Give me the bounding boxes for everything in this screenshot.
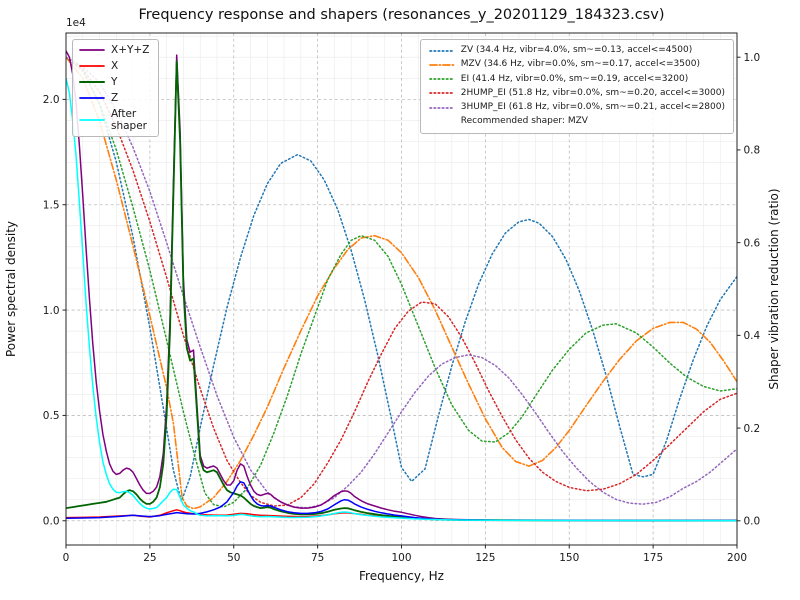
legend-entry-ei: EI (41.4 Hz, vibr=0.0%, sm~=0.19, accel<… bbox=[428, 73, 725, 85]
legend-line-sample-icon bbox=[428, 63, 455, 66]
y-axis-offset-text: 1e4 bbox=[66, 17, 86, 29]
legend-entry-2hump_ei: 2HUMP_EI (51.8 Hz, vibr=0.0%, sm~=0.20, … bbox=[428, 87, 725, 99]
x-tick-label: 175 bbox=[643, 552, 663, 564]
recommended-shaper-note: Recommended shaper: MZV bbox=[460, 116, 588, 127]
series-ei bbox=[66, 56, 737, 508]
x-tick-label: 50 bbox=[227, 552, 240, 564]
legend-psd: X+Y+Z X Y Z After shaper bbox=[72, 39, 160, 138]
x-tick-label: 25 bbox=[143, 552, 156, 564]
x-axis-label: Frequency, Hz bbox=[359, 569, 444, 583]
y-right-tick-label: 0.2 bbox=[744, 423, 761, 435]
series-group bbox=[66, 50, 737, 522]
legend-label: MZV (34.6 Hz, vibr=0.0%, sm~=0.17, accel… bbox=[460, 59, 700, 70]
legend-line-sample-icon bbox=[428, 49, 455, 52]
y-left-tick-label: 0.5 bbox=[43, 410, 60, 422]
legend-label: X bbox=[111, 60, 119, 73]
legend-shapers: ZV (34.4 Hz, vibr=4.0%, sm~=0.13, accel<… bbox=[419, 39, 734, 134]
legend-entry-xyz: X+Y+Z bbox=[79, 44, 149, 56]
x-tick-label: 125 bbox=[475, 552, 495, 564]
y-left-tick-label: 1.0 bbox=[43, 305, 60, 317]
legend-entry-3hump_ei: 3HUMP_EI (61.8 Hz, vibr=0.0%, sm~=0.21, … bbox=[428, 102, 725, 113]
legend-entry-zv: ZV (34.4 Hz, vibr=4.0%, sm~=0.13, accel<… bbox=[428, 45, 725, 56]
y-right-tick-label: 0.0 bbox=[744, 516, 761, 528]
x-tick-label: 200 bbox=[727, 552, 747, 564]
legend-label: ZV (34.4 Hz, vibr=4.0%, sm~=0.13, accel<… bbox=[460, 45, 693, 55]
legend-label: EI (41.4 Hz, vibr=0.0%, sm~=0.19, accel<… bbox=[460, 73, 689, 84]
series-zv bbox=[66, 56, 737, 503]
legend-label: After shaper bbox=[111, 108, 148, 133]
y-left-tick-label: 2.0 bbox=[43, 94, 60, 106]
legend-entry-x: X bbox=[79, 60, 149, 72]
legend-line-sample-icon bbox=[428, 78, 455, 80]
y-right-tick-label: 0.6 bbox=[744, 237, 761, 249]
series-mzv bbox=[66, 56, 737, 510]
x-tick-label: 0 bbox=[63, 552, 70, 564]
legend-label: X+Y+Z bbox=[111, 44, 150, 56]
legend-line-sample-icon bbox=[79, 65, 105, 67]
y-right-tick-label: 0.8 bbox=[744, 145, 761, 157]
series-z bbox=[66, 481, 737, 522]
legend-line-sample-icon bbox=[79, 119, 105, 122]
legend-line-sample-icon bbox=[79, 49, 105, 51]
legend-line-sample-icon bbox=[79, 97, 105, 100]
series-3hump_ei bbox=[66, 56, 737, 509]
chart-title: Frequency response and shapers (resonanc… bbox=[138, 7, 665, 23]
legend-entry-after_shaper: After shaper bbox=[79, 108, 149, 132]
y-right-tick-label: 0.4 bbox=[744, 330, 761, 342]
legend-label: Z bbox=[111, 92, 119, 105]
x-tick-label: 150 bbox=[559, 552, 579, 564]
y-right-tick-label: 1.0 bbox=[744, 52, 761, 64]
x-tick-label: 75 bbox=[311, 552, 324, 564]
legend-entry-z: Z bbox=[79, 92, 149, 104]
x-tick-label: 100 bbox=[391, 552, 411, 564]
y-axis-label-left: Power spectral density bbox=[4, 221, 18, 357]
y-left-tick-label: 0.0 bbox=[43, 516, 60, 528]
legend-label: 3HUMP_EI (61.8 Hz, vibr=0.0%, sm~=0.21, … bbox=[460, 102, 725, 112]
series-after_shaper bbox=[66, 77, 737, 522]
legend-line-sample-icon bbox=[79, 81, 105, 84]
series-xyz bbox=[66, 50, 737, 522]
legend-label: 2HUMP_EI (51.8 Hz, vibr=0.0%, sm~=0.20, … bbox=[460, 87, 725, 98]
legend-entry-y: Y bbox=[79, 76, 149, 88]
legend-label: Y bbox=[111, 76, 118, 89]
legend-line-sample-icon bbox=[428, 92, 455, 95]
legend-entry-mzv: MZV (34.6 Hz, vibr=0.0%, sm~=0.17, accel… bbox=[428, 59, 725, 70]
y-axis-label-right: Shaper vibration reduction (ratio) bbox=[767, 188, 781, 389]
legend-line-sample-icon bbox=[428, 106, 455, 109]
y-left-tick-label: 1.5 bbox=[43, 200, 60, 212]
